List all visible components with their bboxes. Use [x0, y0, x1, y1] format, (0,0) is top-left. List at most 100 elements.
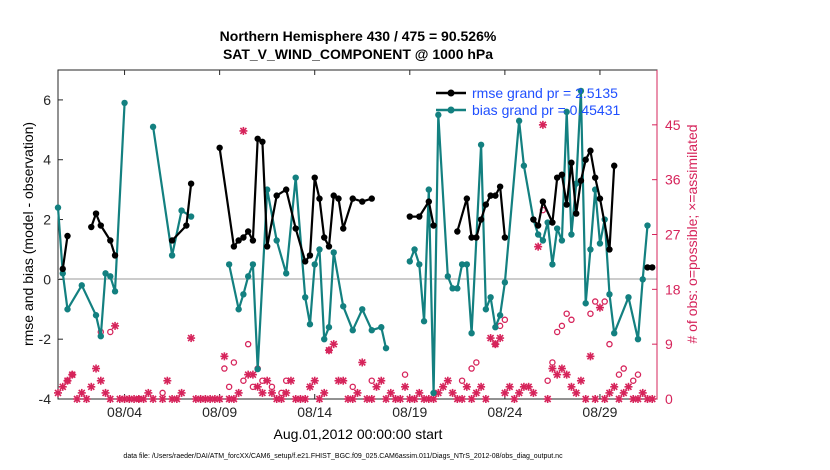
rmse-point [539, 198, 547, 205]
obs-assimilated-marker [58, 382, 67, 391]
rmse-point [325, 243, 333, 250]
rmse-point [477, 216, 485, 223]
rmse-point [183, 222, 190, 229]
obs-assimilated-marker [486, 334, 495, 343]
bias-point [515, 117, 523, 125]
obs-assimilated-marker [229, 395, 238, 403]
obs-assimilated-marker [54, 388, 62, 397]
y-axis-label-left: rmse and bias (model - observation) [20, 122, 36, 346]
y-tick-label-left: -2 [39, 331, 52, 347]
bias-point [553, 225, 561, 232]
obs-assimilated-marker [372, 382, 381, 391]
bias-point [534, 231, 542, 238]
obs-assimilated-marker [82, 395, 91, 403]
rmse-point [606, 246, 613, 253]
bias-point [97, 332, 104, 340]
rmse-point [216, 144, 223, 151]
legend-label-rmse: rmse grand pr = 2.5135 [472, 85, 618, 101]
obs-assimilated-marker [310, 376, 319, 385]
bias-point [64, 306, 71, 313]
obs-assimilated-marker [477, 382, 486, 391]
obs-assimilated-marker [286, 376, 295, 385]
obs-possible-marker [368, 377, 376, 384]
rmse-point [425, 198, 433, 205]
rmse-point [97, 222, 104, 229]
bias-point [302, 294, 309, 301]
obs-assimilated-marker [68, 370, 77, 379]
obs-possible-marker [240, 377, 247, 384]
rmse-point [582, 156, 589, 163]
obs-assimilated-marker [443, 376, 452, 385]
bias-point [558, 237, 566, 244]
obs-assimilated-marker [576, 376, 585, 385]
bias-point [244, 273, 252, 280]
rmse-point [482, 201, 490, 208]
obs-possible-marker [401, 371, 409, 378]
obs-assimilated-marker [386, 388, 395, 397]
x-tick-label: 08/14 [297, 404, 332, 420]
bias-point [458, 261, 466, 268]
obs-assimilated-marker [538, 120, 547, 129]
bias-point [430, 389, 437, 397]
rmse-point [107, 237, 114, 244]
obs-assimilated-marker [619, 388, 628, 397]
bias-point [596, 240, 604, 247]
bias-point [235, 306, 242, 313]
bias-point [468, 330, 475, 337]
obs-assimilated-marker [595, 303, 604, 312]
obs-assimilated-marker [524, 382, 533, 391]
obs-possible-marker [544, 377, 551, 384]
obs-assimilated-marker [315, 395, 324, 403]
bias-point [111, 288, 119, 295]
obs-assimilated-marker [248, 370, 257, 379]
y-tick-label-right: 36 [665, 172, 681, 188]
rmse-point [88, 223, 95, 231]
obs-possible-marker [629, 377, 637, 384]
rmse-point [591, 174, 599, 181]
bias-point [549, 261, 556, 268]
bias-point [121, 99, 128, 107]
y-tick-label-left: 2 [43, 212, 51, 228]
obs-possible-marker [458, 377, 466, 384]
bias-point [492, 324, 499, 331]
obs-assimilated-marker [172, 395, 181, 403]
obs-assimilated-marker [163, 376, 172, 385]
rmse-point [454, 228, 461, 235]
obs-assimilated-marker [377, 376, 386, 385]
obs-assimilated-marker [73, 395, 82, 403]
obs-assimilated-marker [439, 382, 448, 391]
bias-point [463, 261, 471, 268]
rmse-point [611, 162, 618, 169]
obs-assimilated-marker [177, 388, 186, 397]
obs-assimilated-marker [429, 395, 438, 403]
bias-point [349, 327, 356, 334]
rmse-point [534, 222, 542, 229]
rmse-point [468, 234, 475, 241]
bias-point [435, 111, 442, 119]
rmse-point [282, 186, 290, 193]
bias-point [59, 270, 66, 277]
bias-point [454, 285, 461, 292]
obs-assimilated-marker [215, 395, 224, 403]
rmse-point [568, 159, 575, 166]
bias-point [644, 222, 651, 229]
obs-assimilated-marker [481, 395, 490, 403]
obs-assimilated-marker [410, 395, 419, 403]
rmse-point [59, 265, 66, 273]
bias-point [330, 249, 337, 256]
rmse-point [168, 237, 176, 244]
obs-assimilated-marker [491, 340, 500, 349]
bias-point [316, 246, 323, 253]
bias-point [368, 327, 375, 334]
rmse-point [649, 264, 656, 271]
obs-assimilated-marker [458, 395, 467, 403]
obs-assimilated-marker [353, 388, 362, 397]
legend: rmse grand pr = 2.5135 bias grand pr = 0… [436, 85, 620, 118]
series-layer [54, 87, 657, 403]
obs-assimilated-marker [462, 382, 471, 391]
rmse-point [235, 237, 242, 244]
obs-assimilated-marker [648, 395, 657, 403]
rmse-point [335, 195, 342, 202]
bias-point [520, 162, 528, 169]
bias-point [634, 335, 642, 343]
